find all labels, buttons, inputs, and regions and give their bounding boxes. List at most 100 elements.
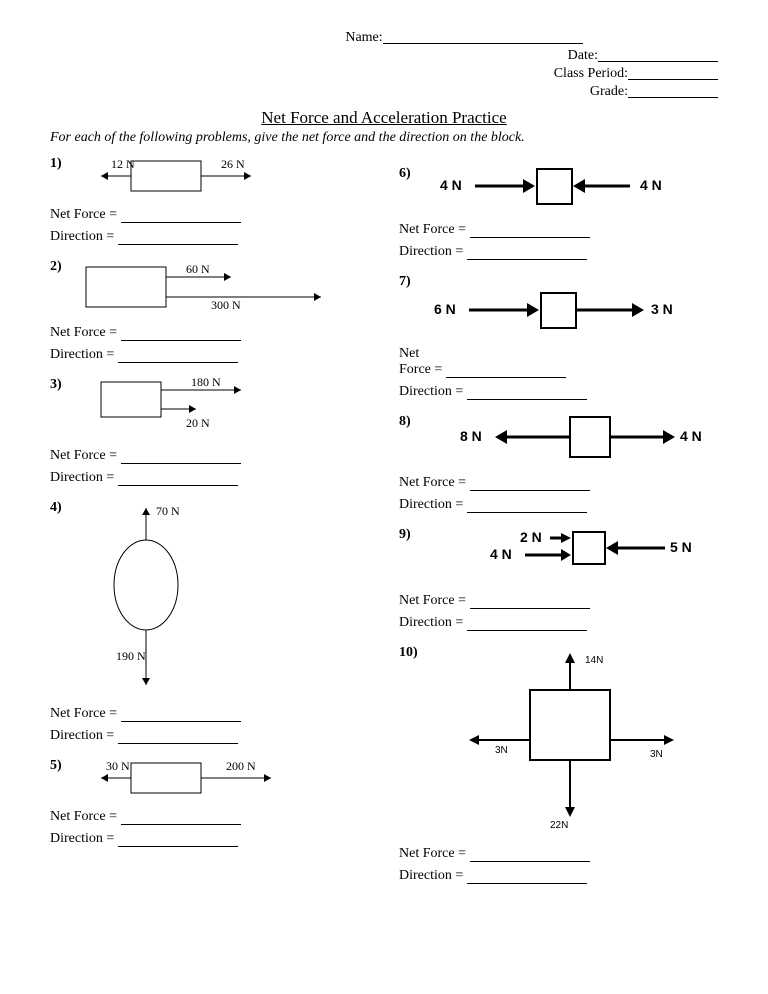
answer-blank[interactable] <box>121 811 241 825</box>
direction-label: Direction = <box>50 347 114 362</box>
problem-10: 10) 14N 3N 3N 22N Net F <box>399 645 718 884</box>
direction-label: Direction = <box>50 728 114 743</box>
diagram-8: 8 N 4 N <box>435 414 715 469</box>
force-right: 200 N <box>226 759 256 773</box>
answer-blank[interactable] <box>467 617 587 631</box>
answer-blank[interactable] <box>118 349 238 363</box>
problems-container: 1) 12 N 26 N Net Force = Direction = 2) <box>50 156 718 898</box>
answer-blank[interactable] <box>118 730 238 744</box>
force-right: 4 N <box>680 428 702 444</box>
force-bottom: 190 N <box>116 649 146 663</box>
instructions: For each of the following problems, give… <box>50 130 718 146</box>
force-left: 4 N <box>490 546 512 562</box>
force-right: 3 N <box>651 301 673 317</box>
name-label: Name: <box>345 30 382 46</box>
answer-blank[interactable] <box>118 833 238 847</box>
answer-blank[interactable] <box>470 224 590 238</box>
net-force-label: Net Force = <box>399 222 466 237</box>
date-blank[interactable] <box>598 48 718 62</box>
problem-number: 2) <box>50 259 72 275</box>
diagram-1: 12 N 26 N <box>76 156 296 201</box>
period-label: Class Period: <box>554 66 628 82</box>
net-force-label: Net Force = <box>50 325 117 340</box>
answer-blank[interactable] <box>121 209 241 223</box>
answer-blank[interactable] <box>467 499 587 513</box>
net-force-label: Net Force = <box>50 809 117 824</box>
diagram-9: 2 N 4 N 5 N <box>445 527 705 587</box>
force-bottom: 22N <box>550 820 568 831</box>
problem-number: 8) <box>399 414 421 430</box>
problem-2: 2) 60 N 300 N Net Force = Direction = <box>50 259 369 363</box>
answer-blank[interactable] <box>470 848 590 862</box>
grade-blank[interactable] <box>628 84 718 98</box>
net-force-label: Net Force = <box>50 448 117 463</box>
diagram-10: 14N 3N 3N 22N <box>455 645 695 840</box>
force-label: Force = <box>399 362 442 377</box>
answer-blank[interactable] <box>467 386 587 400</box>
net-label: Net <box>399 346 419 361</box>
force-top: 180 N <box>191 375 221 389</box>
problem-number: 3) <box>50 377 72 393</box>
force-top: 60 N <box>186 262 210 276</box>
net-force-label: Net Force = <box>399 846 466 861</box>
right-column: 6) 4 N 4 N Net Force = Direction = 7) <box>399 156 718 898</box>
name-blank[interactable] <box>383 30 583 44</box>
answer-blank[interactable] <box>118 472 238 486</box>
force-left: 8 N <box>460 428 482 444</box>
answer-blank[interactable] <box>121 327 241 341</box>
force-right: 26 N <box>221 157 245 171</box>
page-title: Net Force and Acceleration Practice <box>50 108 718 128</box>
answer-blank[interactable] <box>470 477 590 491</box>
problem-6: 6) 4 N 4 N Net Force = Direction = <box>399 166 718 260</box>
diagram-6: 4 N 4 N <box>425 166 685 216</box>
problem-number: 7) <box>399 274 421 290</box>
period-blank[interactable] <box>628 66 718 80</box>
direction-label: Direction = <box>399 497 463 512</box>
net-force-label: Net Force = <box>399 475 466 490</box>
problem-7: 7) 6 N 3 N Net Force = Direction = <box>399 274 718 400</box>
answer-blank[interactable] <box>446 364 566 378</box>
answer-blank[interactable] <box>467 246 587 260</box>
force-left: 4 N <box>440 177 462 193</box>
force-left: 6 N <box>434 301 456 317</box>
direction-label: Direction = <box>50 831 114 846</box>
problem-number: 5) <box>50 758 72 774</box>
force-right: 5 N <box>670 539 692 555</box>
problem-number: 6) <box>399 166 421 182</box>
direction-label: Direction = <box>399 244 463 259</box>
net-force-label: Net Force = <box>399 593 466 608</box>
force-bottom: 20 N <box>186 416 210 430</box>
force-top: 2 N <box>520 529 542 545</box>
problem-number: 9) <box>399 527 421 543</box>
direction-label: Direction = <box>399 615 463 630</box>
force-top: 14N <box>585 655 603 666</box>
problem-9: 9) 2 N 4 N 5 N Net Force = Direction = <box>399 527 718 631</box>
diagram-3: 180 N 20 N <box>76 377 296 442</box>
grade-label: Grade: <box>590 84 628 100</box>
problem-number: 4) <box>50 500 72 516</box>
net-force-label: Net Force = <box>50 207 117 222</box>
diagram-5: 30 N 200 N <box>76 758 306 803</box>
left-column: 1) 12 N 26 N Net Force = Direction = 2) <box>50 156 369 898</box>
direction-label: Direction = <box>399 384 463 399</box>
net-force-label: Net Force = <box>50 706 117 721</box>
direction-label: Direction = <box>399 868 463 883</box>
force-bottom: 300 N <box>211 298 241 312</box>
answer-blank[interactable] <box>470 595 590 609</box>
diagram-7: 6 N 3 N <box>429 290 689 340</box>
problem-number: 1) <box>50 156 72 172</box>
problem-1: 1) 12 N 26 N Net Force = Direction = <box>50 156 369 245</box>
answer-blank[interactable] <box>118 231 238 245</box>
answer-blank[interactable] <box>121 708 241 722</box>
problem-3: 3) 180 N 20 N Net Force = Direction = <box>50 377 369 486</box>
answer-blank[interactable] <box>121 450 241 464</box>
force-right: 3N <box>650 749 663 760</box>
date-label: Date: <box>568 48 598 64</box>
header: Name: Date: Class Period: Grade: <box>50 30 718 100</box>
force-left: 3N <box>495 745 508 756</box>
diagram-4: 70 N 190 N <box>76 500 236 700</box>
force-left: 30 N <box>106 759 130 773</box>
force-top: 70 N <box>156 504 180 518</box>
answer-blank[interactable] <box>467 870 587 884</box>
direction-label: Direction = <box>50 229 114 244</box>
